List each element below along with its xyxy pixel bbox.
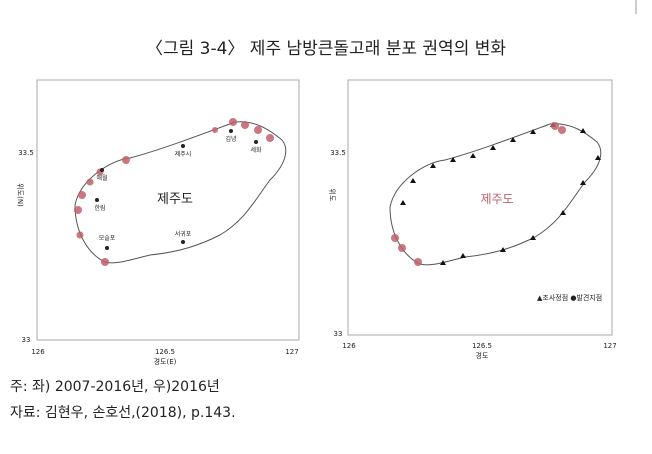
y-tick-label: 33.5 — [18, 149, 34, 157]
x-tick-label: 126.5 — [472, 342, 492, 350]
source: 자료: 김현우, 손호선,(2018), p.143. — [10, 405, 236, 421]
x-axis-label: 경도(E) — [154, 357, 177, 366]
x-tick-label: 127 — [285, 348, 298, 356]
place-label: 한림 — [94, 204, 105, 212]
island-label: 제주도 — [157, 192, 193, 207]
x-tick-label: 127 — [603, 342, 616, 350]
x-axis-label: 경도 — [476, 351, 489, 360]
x-tick-label: 126.5 — [155, 348, 175, 356]
y-tick-label: 33 — [22, 336, 31, 344]
y-tick-label: 33 — [334, 330, 343, 338]
sightings — [74, 118, 274, 266]
note: 주: 좌) 2007-2016년, 우)2016년 — [10, 379, 220, 395]
figure-title: 〈그림 3-4〉 제주 남방큰돌고래 분포 권역의 변화 — [146, 39, 506, 59]
sightings — [391, 122, 566, 266]
place-label: 서귀포 — [175, 230, 192, 238]
place-dots — [95, 129, 258, 250]
y-axis-label: 위도 — [328, 189, 336, 202]
island-outline — [74, 121, 287, 264]
x-tick-label: 126 — [342, 342, 356, 350]
y-tick-label: 33.5 — [330, 149, 346, 157]
place-label: 애월 — [96, 174, 107, 182]
map-frame — [347, 79, 613, 336]
x-tick-label: 126 — [31, 348, 45, 356]
place-label: 모슬포 — [99, 234, 116, 242]
map-frame — [36, 79, 300, 341]
place-label: 세화 — [250, 146, 262, 154]
y-axis-label: 위도(N) — [16, 183, 24, 207]
place-label: 김녕 — [225, 135, 236, 143]
place-label: 제주시 — [175, 150, 192, 158]
figure: 〈그림 3-4〉 제주 남방큰돌고래 분포 권역의 변화 제주시 김녕 세화 애… — [16, 0, 637, 366]
legend: ▲조사정점 ●발견지점 — [537, 293, 602, 302]
island-label: 제주도 — [480, 192, 513, 206]
